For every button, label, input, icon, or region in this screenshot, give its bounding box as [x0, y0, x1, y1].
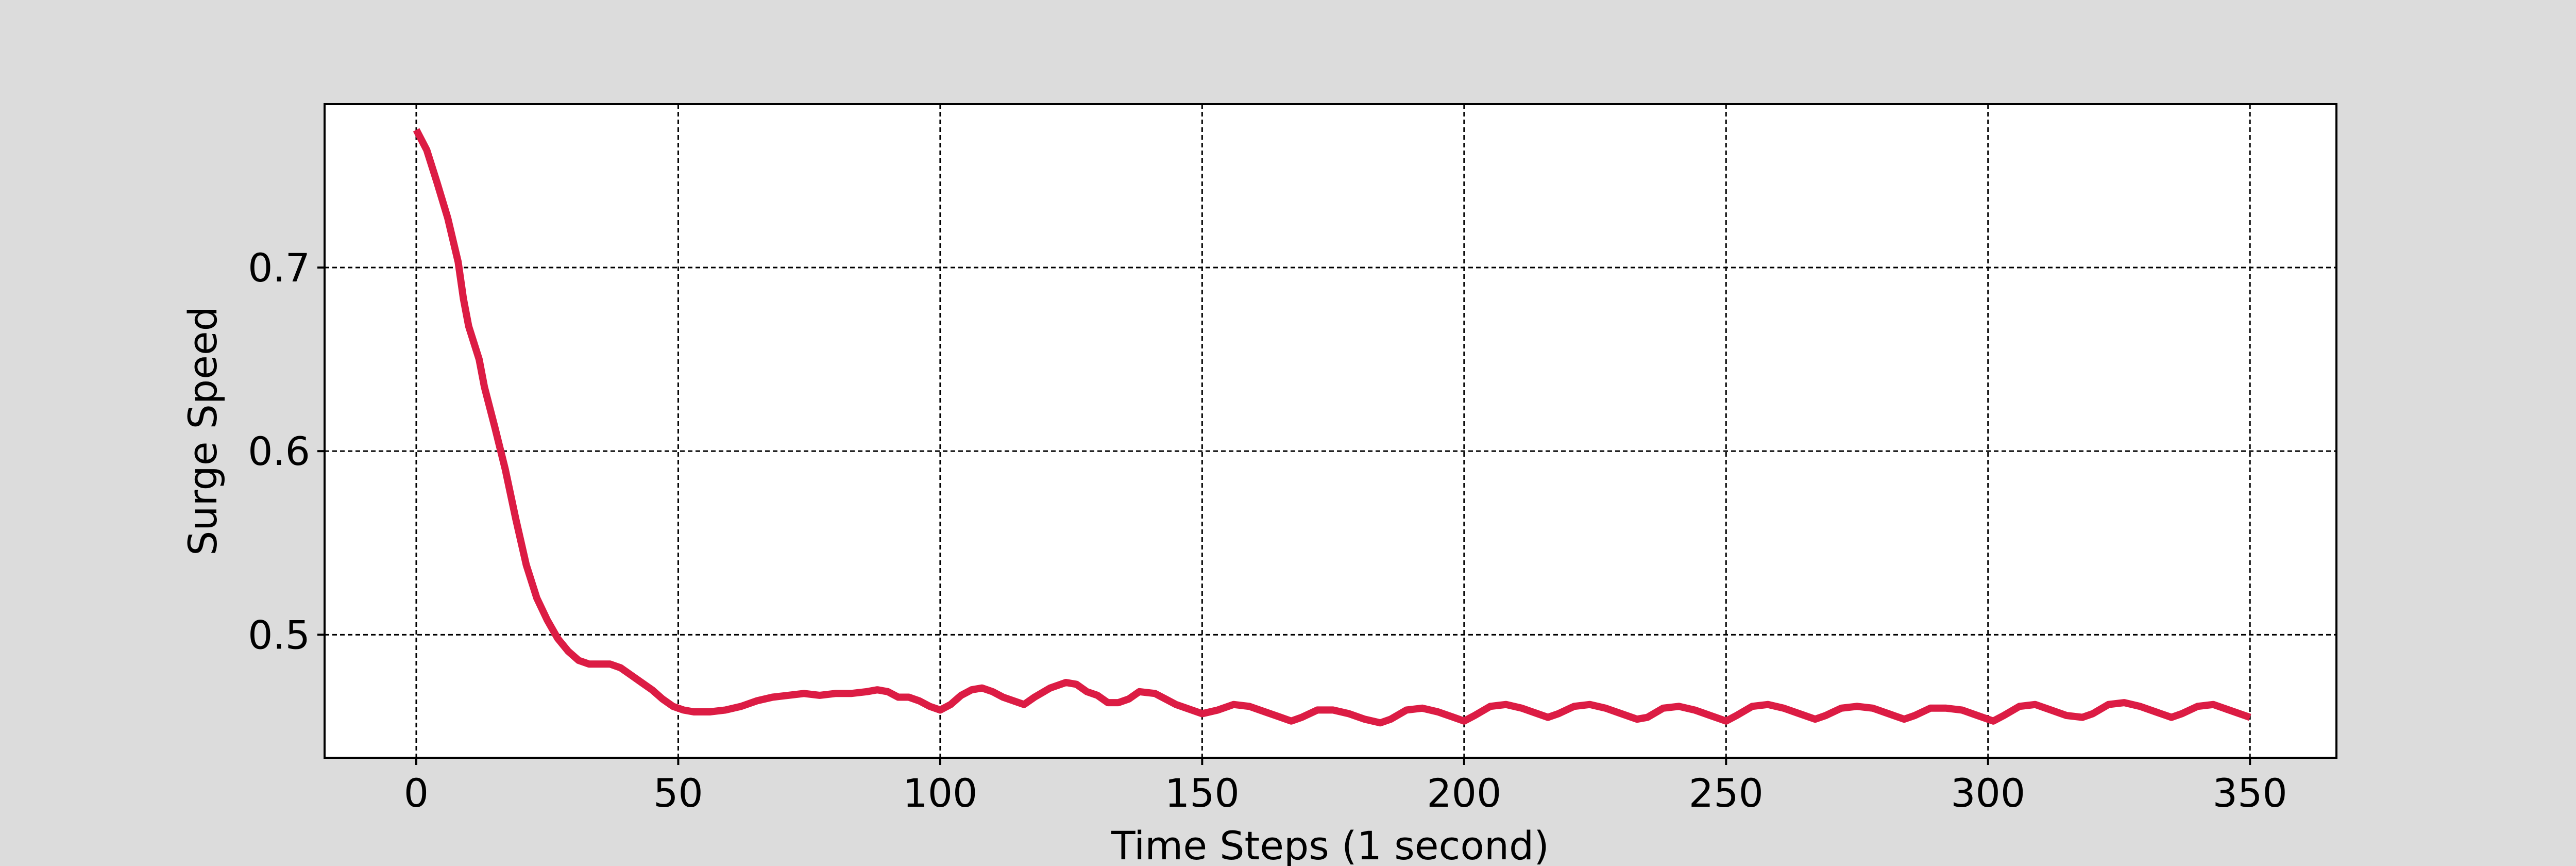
x-tick-label: 150	[1165, 770, 1240, 816]
x-tick-label: 300	[1951, 770, 2025, 816]
y-axis-label: Surge Speed	[180, 306, 226, 556]
series-line	[413, 128, 2251, 727]
y-axis: 0.5 0.6 0.7	[248, 245, 325, 658]
x-axis-label: Time Steps (1 second)	[1111, 823, 1549, 866]
x-axis: 0 50 100 150 200 250 300 350	[404, 758, 2287, 816]
y-tick-label: 0.6	[248, 428, 310, 474]
y-tick-label: 0.5	[248, 612, 310, 658]
y-tick-label: 0.7	[248, 245, 310, 291]
x-tick-label: 100	[903, 770, 977, 816]
x-tick-label: 350	[2213, 770, 2287, 816]
series-layer	[413, 128, 2251, 727]
plot-frame	[324, 103, 2337, 759]
grid	[325, 104, 2336, 758]
x-tick-label: 250	[1689, 770, 1764, 816]
x-tick-label: 50	[653, 770, 703, 816]
x-tick-label: 200	[1427, 770, 1501, 816]
x-tick-label: 0	[404, 770, 429, 816]
plot-area	[325, 104, 2336, 758]
